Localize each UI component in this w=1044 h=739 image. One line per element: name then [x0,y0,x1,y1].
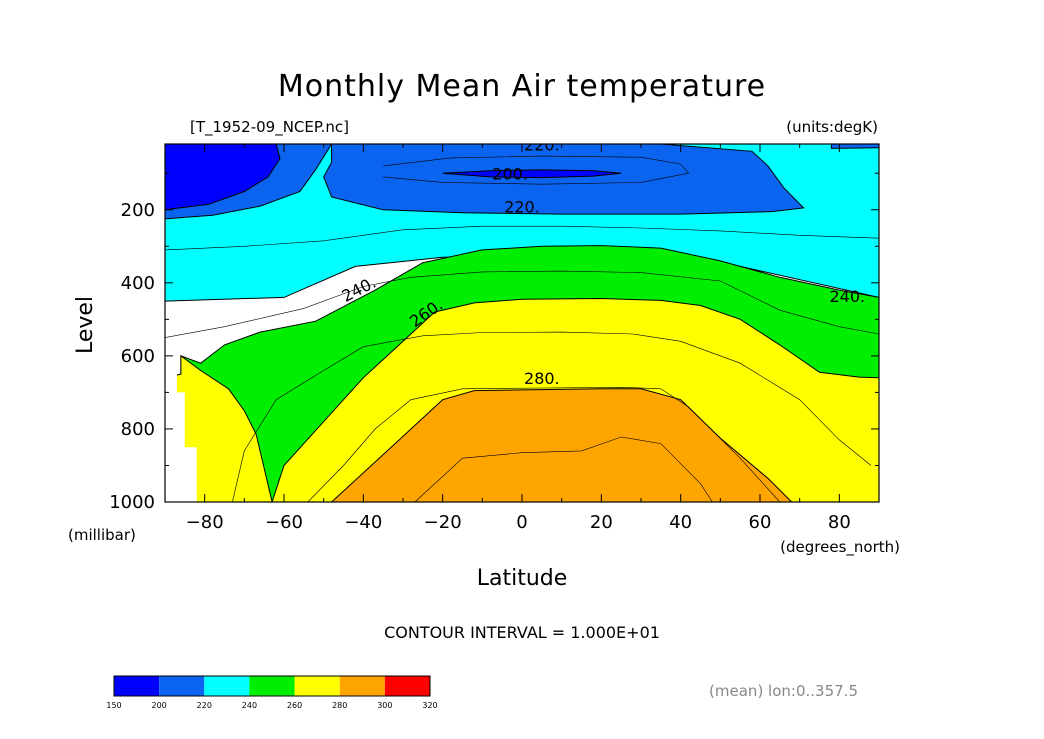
colorbar-label-220: 220 [197,701,212,710]
x-axis: −80 −60 −40 −20 0 20 40 60 80 [186,144,851,533]
file-label: [T_1952-09_NCEP.nc] [190,118,349,137]
contour-region-band-150-200-south [165,144,281,211]
colorbar-label-200: 200 [152,701,167,710]
plot-area: 200.220.220.240.260.280.240. [164,135,880,503]
colorbar-label-150: 150 [106,701,121,710]
colorbar-label-320: 320 [422,701,437,710]
y-tick-label-400: 400 [121,273,155,294]
x-tick-label-0: 0 [516,512,527,533]
contour-region-band-200-220-north [323,144,805,215]
x-units-label: (degrees_north) [780,538,900,557]
colorbar-swatch-300-320 [384,676,430,696]
colorbar-label-240: 240 [242,701,257,710]
colorbar-label-260: 260 [287,701,302,710]
x-tick-label--20: −20 [424,512,462,533]
colorbar-swatch-240-260 [249,676,295,696]
contour-line-250-2 [165,270,879,338]
contour-line-210-0 [383,155,690,185]
contour-label-1: 220. [524,135,560,154]
y-units-label: (millibar) [68,526,136,544]
x-tick-label--60: −60 [265,512,303,533]
missing-data-mask [165,363,197,502]
x-tick-label-80: 80 [828,512,851,533]
colorbar-label-300: 300 [377,701,392,710]
contour-label-5: 280. [524,369,560,388]
contour-line-270-3 [232,331,872,502]
colorbar: 150 200 220 240 260 280 300 320 [106,675,438,710]
x-tick-label-20: 20 [590,512,613,533]
colorbar-swatch-260-280 [294,676,340,696]
y-tick-label-1000: 1000 [109,492,155,513]
contour-region-band-280-300 [330,388,793,502]
y-axis-title: Level [73,296,98,354]
y-tick-label-800: 800 [121,419,155,440]
y-tick-label-600: 600 [121,346,155,367]
contour-label-0: 200. [492,165,528,184]
y-axis: 200 400 600 800 1000 [109,172,879,513]
contour-line-290-5 [414,436,713,502]
colorbar-swatch-200-220 [159,676,205,696]
colorbar-swatch-280-300 [339,676,385,696]
units-label: (units:degK) [786,118,878,136]
colorbar-swatch-150-200 [114,676,160,696]
chart-title: Monthly Mean Air temperature [278,69,766,104]
x-axis-title: Latitude [477,566,568,591]
colorbar-label-280: 280 [332,701,347,710]
contour-interval-note: CONTOUR INTERVAL = 1.000E+01 [384,623,660,642]
contour-region-band-200-220-cap [830,144,879,149]
x-tick-label-60: 60 [749,512,772,533]
contour-line-230-1 [165,225,879,251]
x-tick-label--40: −40 [344,512,382,533]
y-tick-label-200: 200 [121,200,155,221]
subset-note: (mean) lon:0..357.5 [709,682,858,700]
colorbar-frame [113,675,431,697]
x-tick-label--80: −80 [186,512,224,533]
contour-label-6: 240. [829,287,865,306]
x-tick-label-40: 40 [669,512,692,533]
contour-label-2: 220. [504,197,540,216]
contour-region-band-150-200-core [442,169,622,179]
contour-line-280-4 [307,386,781,502]
colorbar-swatch-220-240 [204,676,250,696]
